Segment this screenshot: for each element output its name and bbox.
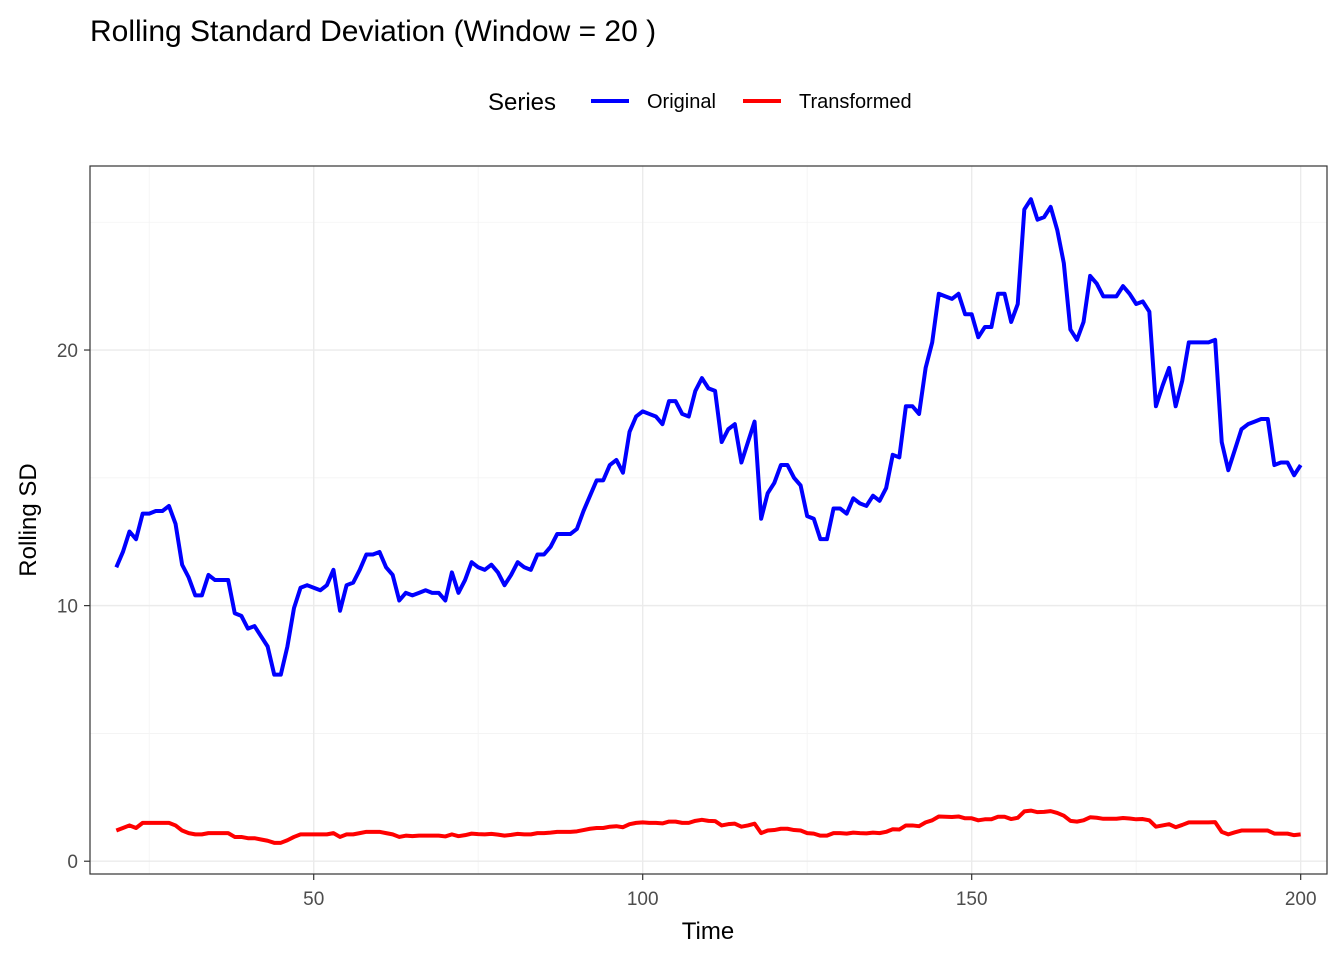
x-tick-label: 50 [303,889,324,910]
axis-ticks: 50 100 150 200 0 10 20 [57,341,1317,910]
x-tick-label: 200 [1285,889,1317,910]
legend-title: Series [488,89,556,116]
y-tick-label: 10 [57,597,78,618]
y-tick-label: 20 [57,341,78,362]
legend-label-original: Original [647,91,716,113]
legend: Series Original Transformed [488,89,912,116]
x-axis-title: Time [682,918,734,945]
series-line-original [114,197,1303,677]
y-tick-label: 0 [67,852,78,873]
plot-panel [89,165,1328,875]
x-tick-label: 100 [627,889,659,910]
series-layer [114,197,1303,845]
grid [90,166,1327,874]
legend-label-transformed: Transformed [799,91,912,113]
y-axis-title: Rolling SD [15,463,42,576]
x-tick-label: 150 [956,889,988,910]
series-line-transformed [115,808,1301,845]
chart-title: Rolling Standard Deviation (Window = 20 … [90,15,656,48]
